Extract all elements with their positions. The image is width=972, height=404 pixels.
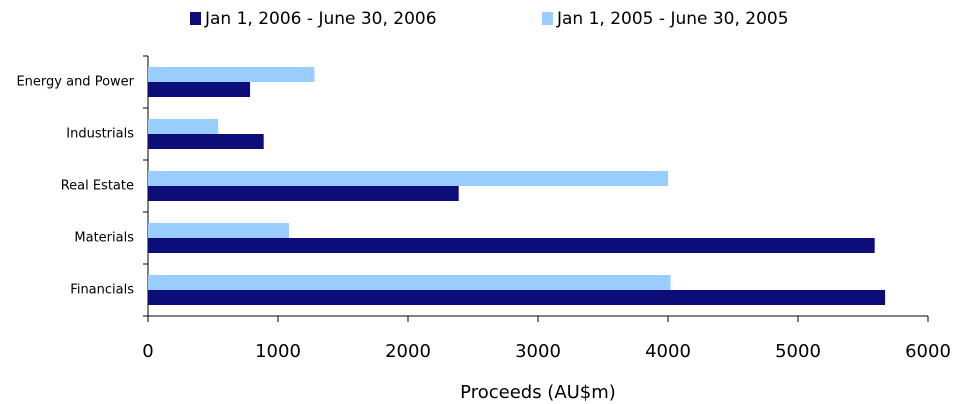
y-tick-label: Materials: [74, 231, 134, 246]
y-tick-label: Real Estate: [61, 179, 134, 194]
y-tick-label: Financials: [70, 283, 134, 298]
bar: [148, 223, 290, 238]
y-tick-label: Energy and Power: [16, 75, 134, 90]
legend-label: Jan 1, 2006 - June 30, 2006: [204, 9, 437, 29]
bar: [148, 238, 875, 253]
bar: [148, 67, 315, 82]
bar: [148, 171, 668, 186]
x-tick-label: 1000: [255, 341, 301, 362]
bar: [148, 82, 251, 97]
bar: [148, 134, 264, 149]
x-axis-label: Proceeds (AU$m): [460, 382, 616, 403]
legend-label: Jan 1, 2005 - June 30, 2005: [556, 9, 789, 29]
bar: [148, 119, 219, 134]
bar: [148, 186, 459, 201]
x-tick-label: 5000: [775, 341, 821, 362]
bar: [148, 290, 886, 305]
bar: [148, 275, 671, 290]
legend-swatch: [542, 12, 553, 25]
x-tick-label: 3000: [515, 341, 561, 362]
y-tick-label: Industrials: [66, 127, 134, 142]
legend-swatch: [190, 12, 201, 25]
x-tick-label: 4000: [645, 341, 691, 362]
x-tick-label: 0: [142, 341, 153, 362]
x-tick-label: 2000: [385, 341, 431, 362]
x-tick-label: 6000: [905, 341, 951, 362]
